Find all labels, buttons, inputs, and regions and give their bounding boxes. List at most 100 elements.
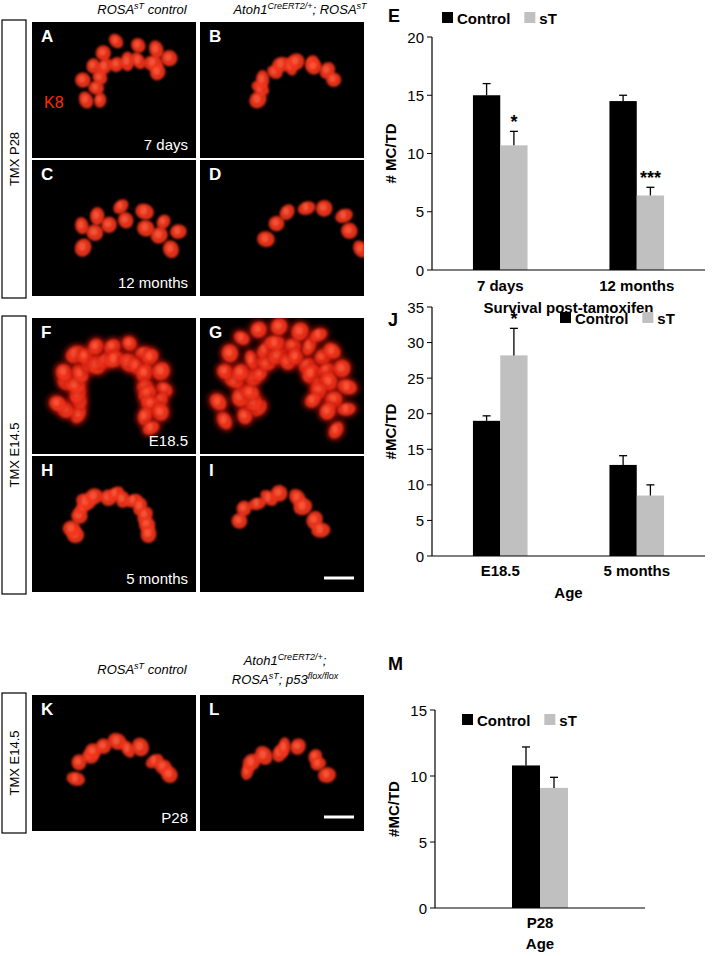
cell-highlight bbox=[314, 759, 320, 766]
cell-highlight bbox=[259, 74, 265, 83]
panel-label: J bbox=[388, 310, 398, 330]
x-tick-label: 5 months bbox=[603, 562, 670, 579]
cell-highlight bbox=[110, 354, 117, 363]
chart: J05101520253035*E18.55 monthsAge#MC/TDCo… bbox=[382, 299, 705, 602]
cell-highlight bbox=[309, 62, 316, 69]
cell-highlight bbox=[117, 202, 123, 210]
y-tick bbox=[427, 556, 432, 557]
cell-highlight bbox=[343, 382, 350, 391]
cell-highlight bbox=[274, 322, 282, 329]
side-label: TMX P28 bbox=[7, 132, 22, 186]
y-tick bbox=[427, 484, 432, 485]
cell-highlight bbox=[141, 223, 148, 231]
bar bbox=[512, 765, 540, 908]
cell bbox=[277, 737, 291, 758]
cell-highlight bbox=[221, 367, 228, 374]
cell bbox=[95, 45, 111, 62]
cell-highlight bbox=[118, 494, 124, 502]
cell-highlight bbox=[75, 758, 82, 765]
text-segment: CreERT2/+ bbox=[278, 652, 323, 662]
text-segment: Atoh1 bbox=[243, 653, 278, 668]
y-tick-label: 5 bbox=[419, 834, 427, 851]
cells bbox=[246, 50, 342, 112]
cell-highlight bbox=[329, 75, 336, 82]
panel-label: L bbox=[209, 700, 219, 719]
cell bbox=[318, 401, 338, 422]
cell-highlight bbox=[112, 736, 119, 745]
error-bar bbox=[510, 328, 518, 355]
cell-highlight bbox=[261, 234, 268, 242]
y-tick bbox=[427, 449, 432, 450]
cell-highlight bbox=[259, 750, 266, 759]
scale-bar bbox=[324, 577, 354, 580]
x-tick-label: P28 bbox=[527, 914, 554, 931]
cell-highlight bbox=[340, 211, 346, 219]
cells bbox=[239, 735, 337, 784]
cells bbox=[42, 329, 179, 441]
error-bar-stem bbox=[486, 416, 487, 421]
panel-label: G bbox=[209, 323, 222, 342]
cell-highlight bbox=[72, 774, 78, 782]
cells bbox=[255, 197, 364, 261]
cell-highlight bbox=[82, 95, 88, 103]
cells bbox=[202, 318, 362, 445]
cell-glow bbox=[322, 415, 350, 445]
text-segment: CreERT2/+ bbox=[267, 1, 312, 11]
column-header: ROSAsT control bbox=[97, 661, 188, 677]
panel-caption: E18.5 bbox=[149, 432, 188, 449]
cell-highlight bbox=[112, 60, 118, 67]
error-bar-stem bbox=[486, 84, 487, 96]
error-bar bbox=[619, 95, 627, 101]
micrograph bbox=[32, 695, 196, 831]
cell-highlight bbox=[248, 355, 254, 364]
text-segment: control bbox=[144, 662, 188, 677]
panel-label: F bbox=[41, 323, 51, 342]
cell-highlight bbox=[140, 368, 147, 376]
bar bbox=[473, 421, 500, 556]
cell bbox=[326, 419, 346, 441]
panel-caption: 7 days bbox=[144, 136, 188, 153]
error-bar-stem bbox=[650, 187, 651, 195]
cell-highlight bbox=[247, 757, 254, 766]
legend-swatch bbox=[524, 12, 535, 23]
panel-label: C bbox=[41, 165, 53, 184]
bar bbox=[637, 496, 664, 556]
cell bbox=[129, 735, 152, 759]
x-axis bbox=[432, 269, 705, 270]
legend-label: sT bbox=[559, 712, 577, 729]
panel-label: M bbox=[388, 654, 403, 674]
y-tick-label: 10 bbox=[410, 768, 427, 785]
cell-highlight bbox=[123, 56, 129, 65]
error-bar-stem bbox=[513, 328, 514, 355]
cell-highlight bbox=[89, 61, 95, 68]
cell bbox=[326, 72, 342, 87]
error-bar bbox=[510, 131, 518, 145]
cell-highlight bbox=[323, 407, 330, 415]
cell-highlight bbox=[254, 325, 261, 332]
cells bbox=[61, 483, 159, 544]
y-axis bbox=[431, 37, 432, 270]
cell bbox=[337, 402, 357, 417]
y-tick-label: 35 bbox=[407, 299, 424, 316]
cell-highlight bbox=[156, 408, 163, 415]
scale-bar bbox=[324, 816, 354, 819]
cell-highlight bbox=[307, 369, 314, 378]
figure: ROSAsT controlAtoh1CreERT2/+; ROSAsTROSA… bbox=[0, 0, 715, 956]
cell-highlight bbox=[155, 230, 162, 238]
legend-swatch bbox=[544, 714, 555, 725]
cell bbox=[207, 390, 230, 413]
cell bbox=[47, 393, 68, 414]
cells bbox=[72, 31, 180, 111]
y-tick-label: 0 bbox=[416, 262, 424, 279]
column-header: Atoh1CreERT2/+; bbox=[243, 652, 327, 668]
cell-highlight bbox=[134, 41, 140, 48]
cell bbox=[268, 482, 291, 505]
cell-highlight bbox=[89, 747, 96, 754]
error-bar-stem bbox=[622, 95, 623, 101]
legend-label: Control bbox=[457, 10, 510, 27]
cell bbox=[350, 238, 364, 261]
cell bbox=[296, 199, 317, 217]
x-axis bbox=[432, 555, 705, 556]
micrograph bbox=[200, 160, 364, 296]
error-bar bbox=[483, 416, 491, 421]
